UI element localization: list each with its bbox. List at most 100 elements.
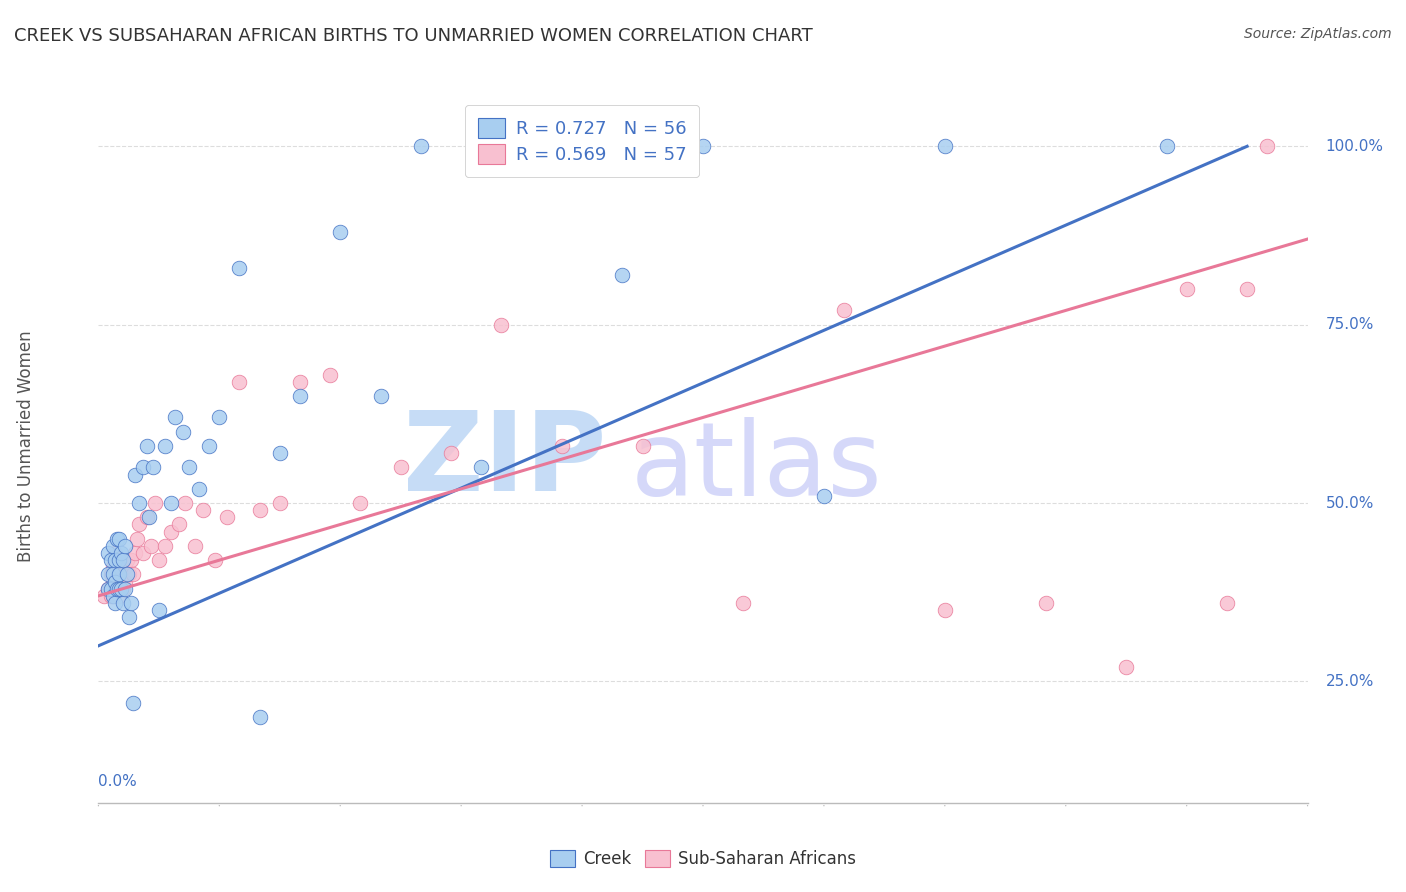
- Point: [153, 539, 176, 553]
- Point: [101, 539, 124, 553]
- Point: [93, 589, 115, 603]
- Point: [269, 496, 291, 510]
- Point: [114, 574, 136, 589]
- Point: [177, 460, 201, 475]
- Text: 0.0%: 0.0%: [98, 774, 138, 789]
- Point: [440, 446, 463, 460]
- Point: [491, 318, 513, 332]
- Point: [97, 546, 120, 560]
- Point: [107, 582, 129, 596]
- Point: [107, 532, 129, 546]
- Point: [110, 582, 132, 596]
- Point: [1236, 282, 1258, 296]
- Point: [288, 375, 311, 389]
- Point: [138, 510, 160, 524]
- Point: [135, 439, 157, 453]
- Point: [121, 567, 143, 582]
- Text: 50.0%: 50.0%: [1326, 496, 1374, 510]
- Point: [228, 260, 250, 275]
- Point: [105, 582, 128, 596]
- Text: 25.0%: 25.0%: [1326, 674, 1374, 689]
- Point: [349, 496, 371, 510]
- Point: [97, 582, 120, 596]
- Point: [1175, 282, 1198, 296]
- Point: [934, 139, 956, 153]
- Legend: Creek, Sub-Saharan Africans: Creek, Sub-Saharan Africans: [543, 843, 863, 875]
- Point: [370, 389, 392, 403]
- Point: [249, 503, 271, 517]
- Point: [329, 225, 352, 239]
- Text: 75.0%: 75.0%: [1326, 318, 1374, 332]
- Point: [692, 139, 714, 153]
- Point: [1156, 139, 1178, 153]
- Point: [160, 496, 183, 510]
- Text: CREEK VS SUBSAHARAN AFRICAN BIRTHS TO UNMARRIED WOMEN CORRELATION CHART: CREEK VS SUBSAHARAN AFRICAN BIRTHS TO UN…: [14, 27, 813, 45]
- Point: [111, 582, 134, 596]
- Point: [148, 603, 170, 617]
- Point: [111, 596, 134, 610]
- Point: [193, 503, 215, 517]
- Point: [1216, 596, 1239, 610]
- Point: [470, 460, 492, 475]
- Text: Births to Unmarried Women: Births to Unmarried Women: [17, 330, 35, 562]
- Point: [101, 589, 124, 603]
- Point: [153, 439, 176, 453]
- Point: [612, 268, 634, 282]
- Point: [124, 546, 146, 560]
- Point: [148, 553, 170, 567]
- Point: [103, 582, 125, 596]
- Point: [389, 460, 412, 475]
- Point: [110, 553, 132, 567]
- Point: [100, 582, 122, 596]
- Point: [139, 539, 162, 553]
- Point: [114, 582, 136, 596]
- Point: [107, 589, 129, 603]
- Point: [103, 596, 125, 610]
- Point: [124, 467, 146, 482]
- Point: [198, 439, 221, 453]
- Text: ZIP: ZIP: [404, 407, 606, 514]
- Point: [128, 517, 150, 532]
- Point: [115, 567, 138, 582]
- Point: [530, 139, 553, 153]
- Point: [125, 532, 148, 546]
- Point: [142, 460, 165, 475]
- Point: [97, 582, 120, 596]
- Point: [100, 567, 122, 582]
- Point: [163, 410, 186, 425]
- Point: [110, 582, 132, 596]
- Point: [132, 460, 155, 475]
- Text: Source: ZipAtlas.com: Source: ZipAtlas.com: [1244, 27, 1392, 41]
- Point: [551, 439, 574, 453]
- Point: [120, 553, 142, 567]
- Point: [733, 596, 755, 610]
- Point: [204, 553, 226, 567]
- Point: [101, 567, 124, 582]
- Point: [101, 574, 124, 589]
- Point: [97, 567, 120, 582]
- Point: [249, 710, 271, 724]
- Point: [114, 539, 136, 553]
- Point: [101, 560, 124, 574]
- Point: [111, 553, 134, 567]
- Point: [269, 446, 291, 460]
- Point: [631, 439, 654, 453]
- Point: [118, 610, 141, 624]
- Point: [288, 389, 311, 403]
- Point: [107, 553, 129, 567]
- Point: [128, 496, 150, 510]
- Point: [115, 553, 138, 567]
- Point: [409, 139, 432, 153]
- Point: [110, 546, 132, 560]
- Text: 100.0%: 100.0%: [1326, 139, 1384, 153]
- Point: [103, 574, 125, 589]
- Point: [103, 546, 125, 560]
- Point: [832, 303, 855, 318]
- Point: [107, 560, 129, 574]
- Point: [1256, 139, 1278, 153]
- Point: [135, 510, 157, 524]
- Point: [105, 582, 128, 596]
- Point: [188, 482, 211, 496]
- Point: [217, 510, 239, 524]
- Point: [120, 596, 142, 610]
